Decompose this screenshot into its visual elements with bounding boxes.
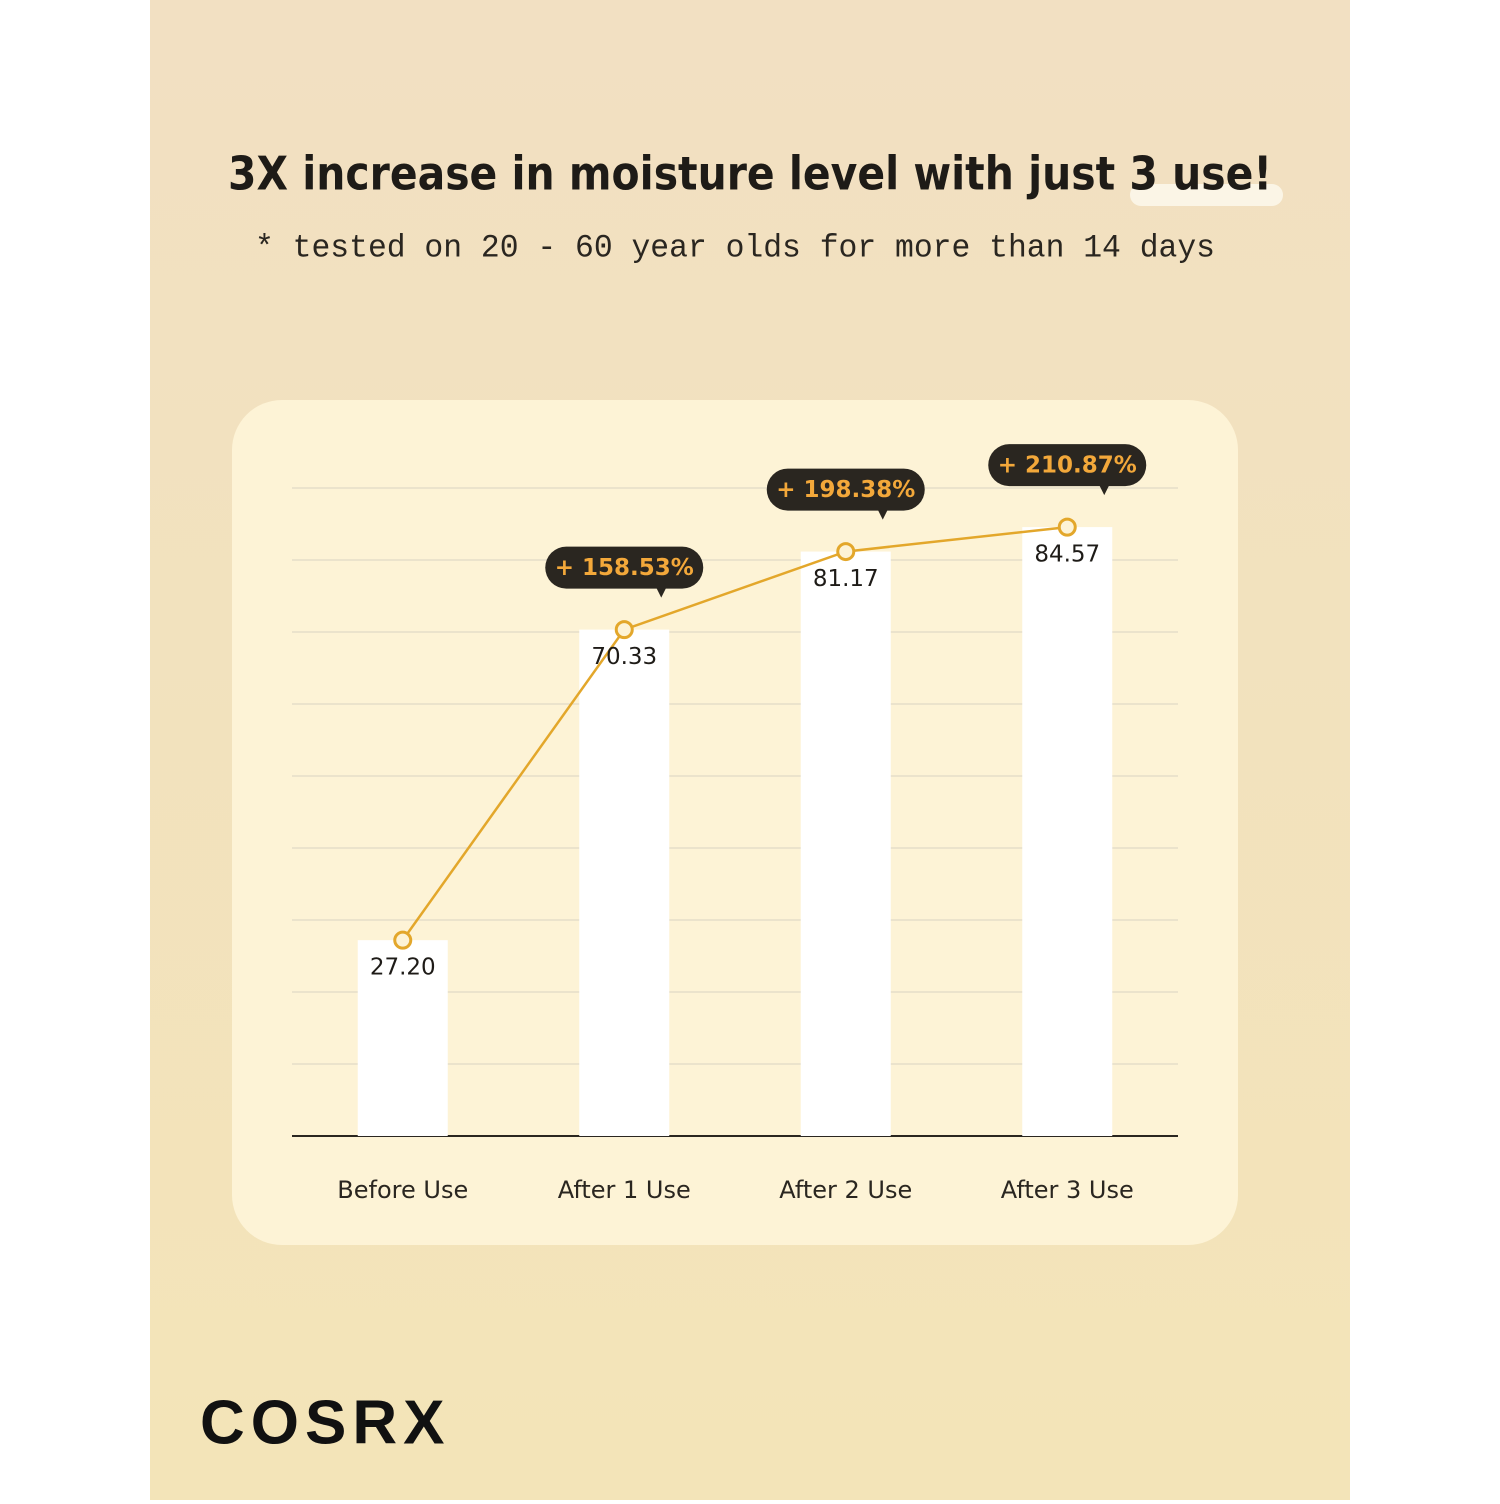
bar <box>1022 527 1113 1136</box>
callout-box <box>545 546 704 589</box>
value-label: 27.20 <box>370 955 436 981</box>
brand-logo: COSRX <box>200 1388 450 1457</box>
callout-pointer <box>656 587 667 598</box>
callout-label: + 210.87% <box>998 453 1137 479</box>
subtitle: * tested on 20 - 60 year olds for more t… <box>255 229 1215 266</box>
callout-label: + 198.38% <box>776 477 915 503</box>
marker <box>1057 517 1077 537</box>
marker <box>393 930 413 950</box>
marker <box>614 620 634 640</box>
x-tick-label: After 1 Use <box>558 1176 691 1204</box>
value-label: 70.33 <box>591 644 657 670</box>
marker <box>836 542 856 562</box>
x-tick-label: After 3 Use <box>1001 1176 1134 1204</box>
chart-title: 3X increase in moisture level with just … <box>228 147 1272 201</box>
chart-card <box>232 400 1238 1245</box>
callout-pointer <box>877 509 888 520</box>
x-tick-label: Before Use <box>337 1176 468 1204</box>
trend-line <box>401 525 1068 941</box>
callout-label: + 158.53% <box>555 555 694 581</box>
bar <box>579 629 670 1136</box>
highlight <box>1130 184 1283 206</box>
x-tick-label: After 2 Use <box>779 1176 912 1204</box>
callout-box <box>988 444 1147 487</box>
value-label: 81.17 <box>813 566 879 592</box>
bar <box>357 940 448 1136</box>
value-label: 84.57 <box>1034 542 1100 568</box>
callout-pointer <box>1099 485 1110 496</box>
callout-box <box>766 468 925 511</box>
bar <box>800 551 891 1136</box>
